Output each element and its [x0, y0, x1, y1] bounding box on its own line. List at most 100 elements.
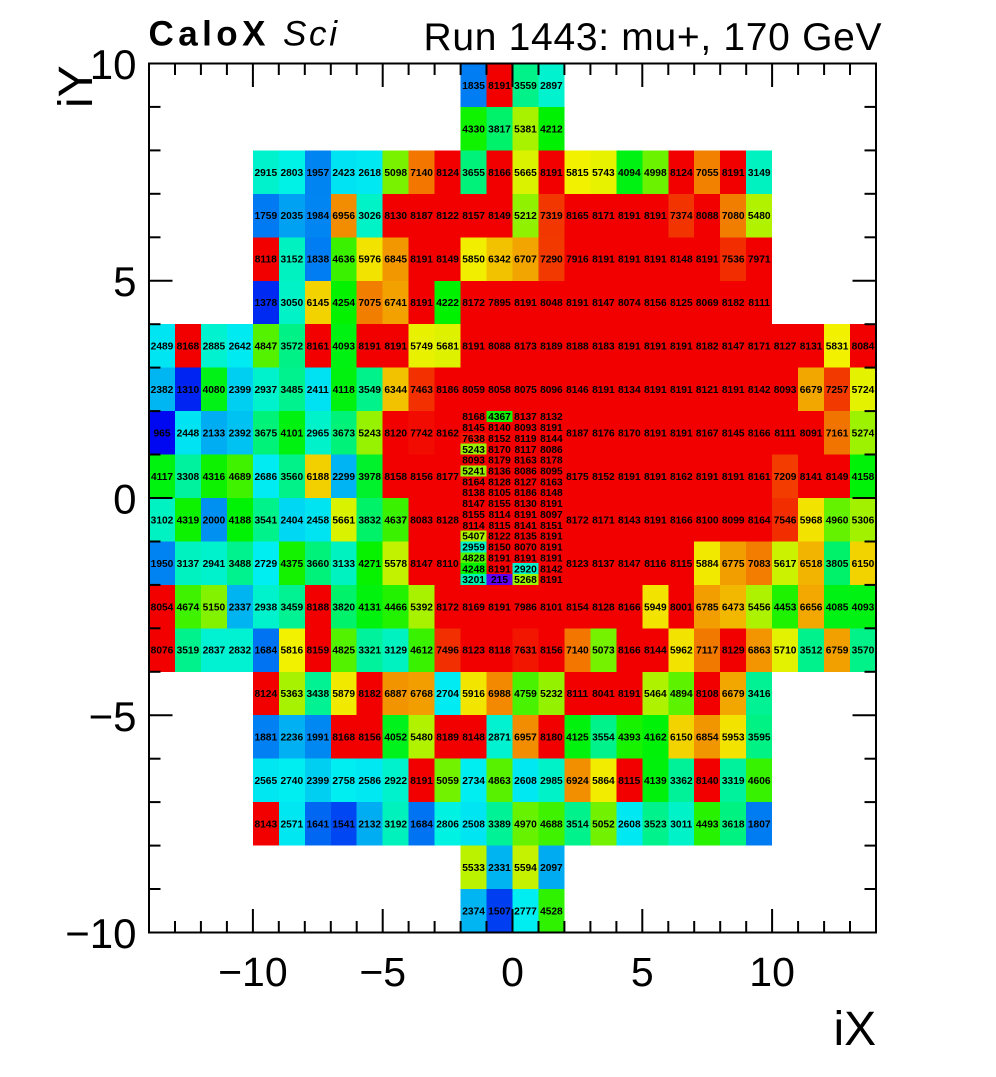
svg-text:8115: 8115: [618, 776, 640, 787]
svg-text:4118: 4118: [333, 385, 355, 396]
svg-text:2832: 2832: [229, 646, 252, 657]
svg-text:8179: 8179: [488, 456, 511, 467]
svg-text:8115: 8115: [670, 559, 692, 570]
svg-text:1807: 1807: [748, 820, 771, 831]
svg-text:7895: 7895: [488, 298, 511, 309]
svg-text:0: 0: [501, 949, 524, 995]
svg-text:CaloX: CaloX: [149, 15, 267, 54]
svg-text:4825: 4825: [332, 646, 355, 657]
svg-text:10: 10: [90, 41, 137, 88]
svg-text:2337: 2337: [229, 602, 252, 613]
svg-text:6863: 6863: [748, 646, 771, 657]
svg-text:8148: 8148: [540, 488, 563, 499]
svg-text:5831: 5831: [826, 342, 849, 353]
svg-text:8182: 8182: [696, 342, 719, 353]
svg-text:4466: 4466: [384, 602, 407, 613]
svg-text:8156: 8156: [410, 472, 433, 483]
svg-text:3560: 3560: [280, 472, 303, 483]
svg-text:5976: 5976: [358, 255, 381, 266]
svg-text:5533: 5533: [462, 863, 485, 874]
svg-text:6887: 6887: [384, 689, 407, 700]
svg-text:8127: 8127: [774, 342, 797, 353]
svg-text:3485: 3485: [280, 385, 303, 396]
svg-text:5594: 5594: [514, 863, 537, 874]
svg-text:7161: 7161: [826, 429, 849, 440]
svg-text:2374: 2374: [462, 906, 485, 917]
svg-text:5724: 5724: [852, 385, 875, 396]
svg-text:1641: 1641: [306, 820, 329, 831]
svg-text:6518: 6518: [800, 559, 823, 570]
svg-text:8191: 8191: [644, 429, 667, 440]
svg-text:3559: 3559: [514, 81, 537, 92]
svg-text:2331: 2331: [488, 863, 511, 874]
svg-text:−10: −10: [65, 910, 136, 957]
svg-text:8191: 8191: [410, 255, 433, 266]
svg-text:8114: 8114: [488, 510, 510, 521]
svg-text:8191: 8191: [592, 385, 615, 396]
svg-text:8148: 8148: [462, 733, 485, 744]
svg-text:8110: 8110: [437, 559, 459, 570]
svg-text:0: 0: [113, 476, 136, 523]
svg-text:5665: 5665: [514, 168, 537, 179]
svg-text:8137: 8137: [592, 559, 615, 570]
svg-text:8176: 8176: [592, 429, 615, 440]
svg-text:2937: 2937: [254, 385, 277, 396]
svg-text:7463: 7463: [410, 385, 433, 396]
svg-text:5268: 5268: [514, 575, 537, 586]
svg-text:3512: 3512: [800, 646, 823, 657]
svg-text:3655: 3655: [462, 168, 485, 179]
svg-text:8138: 8138: [462, 488, 485, 499]
svg-text:4212: 4212: [540, 124, 563, 135]
svg-text:8165: 8165: [566, 211, 589, 222]
svg-text:8191: 8191: [514, 553, 537, 564]
svg-text:8191: 8191: [670, 385, 693, 396]
svg-text:2565: 2565: [254, 776, 277, 787]
svg-text:8187: 8187: [566, 429, 589, 440]
svg-text:4094: 4094: [618, 168, 641, 179]
svg-text:2642: 2642: [229, 342, 252, 353]
svg-text:4222: 4222: [436, 298, 459, 309]
svg-text:3541: 3541: [254, 515, 277, 526]
svg-text:8172: 8172: [436, 602, 459, 613]
svg-text:2803: 2803: [280, 168, 303, 179]
svg-text:8166: 8166: [618, 602, 641, 613]
svg-text:8191: 8191: [540, 553, 563, 564]
svg-text:7140: 7140: [410, 168, 433, 179]
svg-text:4248: 4248: [462, 564, 485, 575]
svg-text:8162: 8162: [436, 429, 459, 440]
svg-text:8155: 8155: [488, 499, 511, 510]
svg-text:5916: 5916: [462, 689, 485, 700]
svg-text:8120: 8120: [384, 429, 407, 440]
svg-text:8070: 8070: [514, 543, 537, 554]
svg-text:5407: 5407: [462, 532, 485, 543]
svg-text:8134: 8134: [618, 385, 641, 396]
svg-text:7638: 7638: [462, 434, 485, 445]
svg-text:5617: 5617: [774, 559, 797, 570]
svg-text:2571: 2571: [280, 820, 303, 831]
svg-text:8114: 8114: [463, 521, 485, 532]
svg-text:1957: 1957: [306, 168, 329, 179]
svg-text:8183: 8183: [592, 342, 615, 353]
svg-text:3319: 3319: [722, 776, 745, 787]
svg-text:2965: 2965: [306, 429, 329, 440]
svg-text:8143: 8143: [618, 515, 641, 526]
svg-text:8191: 8191: [488, 602, 511, 613]
svg-text:3102: 3102: [151, 515, 174, 526]
svg-text:8147: 8147: [592, 298, 615, 309]
svg-text:8122: 8122: [488, 532, 511, 543]
svg-text:8170: 8170: [618, 429, 641, 440]
svg-text:3570: 3570: [852, 646, 875, 657]
svg-text:3129: 3129: [384, 646, 407, 657]
svg-text:8191: 8191: [722, 472, 745, 483]
svg-text:8093: 8093: [462, 456, 485, 467]
svg-text:4612: 4612: [410, 646, 433, 657]
svg-text:215: 215: [491, 575, 508, 586]
svg-text:8166: 8166: [618, 646, 641, 657]
svg-text:2133: 2133: [203, 429, 226, 440]
svg-text:8076: 8076: [151, 646, 174, 657]
svg-text:2871: 2871: [488, 733, 511, 744]
svg-text:8191: 8191: [670, 429, 693, 440]
svg-text:7971: 7971: [748, 255, 771, 266]
svg-text:5232: 5232: [540, 689, 563, 700]
svg-text:3549: 3549: [358, 385, 381, 396]
